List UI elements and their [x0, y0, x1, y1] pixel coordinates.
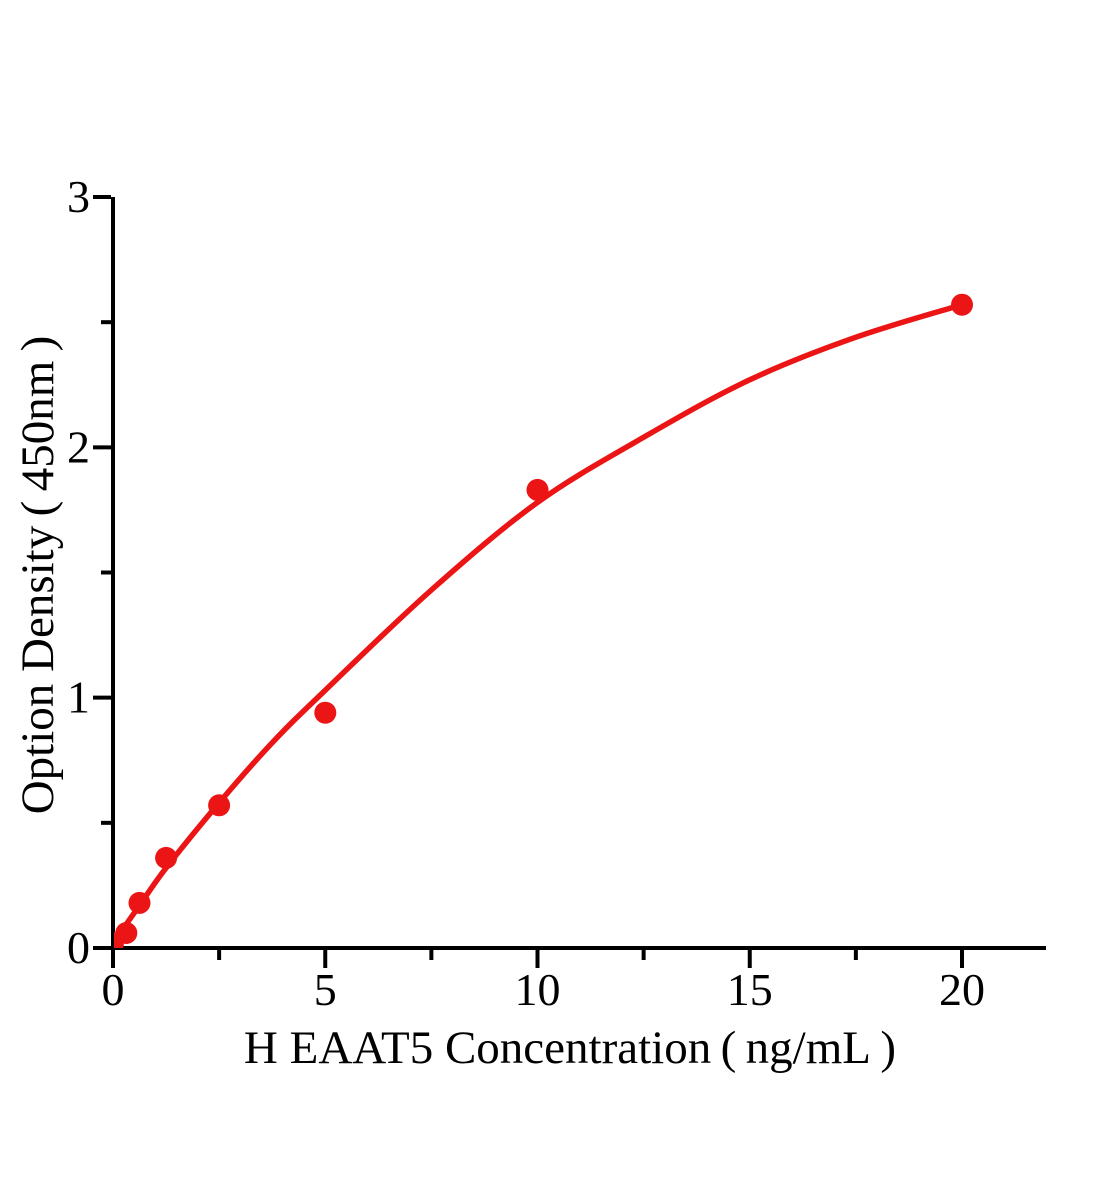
x-axis-ticks — [111, 950, 964, 968]
y-tick-label: 0 — [67, 922, 90, 973]
data-point — [526, 478, 549, 501]
data-point — [128, 891, 151, 914]
x-axis-tick-labels: 0 5 10 15 20 — [102, 964, 986, 1015]
data-points — [114, 293, 973, 948]
y-axis-title: Option Density ( 450nm ) — [12, 336, 64, 815]
x-tick-label: 20 — [939, 964, 985, 1015]
y-tick-label: 3 — [67, 171, 90, 222]
y-axis-ticks — [93, 195, 111, 950]
fitted-curve-path — [114, 301, 965, 946]
y-tick-label: 1 — [67, 672, 90, 723]
x-tick-label: 10 — [515, 964, 561, 1015]
x-axis-title: H EAAT5 Concentration ( ng/mL ) — [244, 1022, 896, 1074]
data-point — [115, 922, 138, 944]
data-point — [208, 794, 231, 817]
data-point — [951, 293, 973, 316]
data-point — [314, 701, 337, 724]
x-tick-label: 5 — [314, 964, 337, 1015]
x-tick-label: 15 — [727, 964, 773, 1015]
axes: 0 5 10 15 20 0 1 2 3 — [67, 171, 1046, 1015]
x-tick-label: 0 — [102, 964, 125, 1015]
y-tick-label: 2 — [67, 421, 90, 472]
data-point — [155, 846, 178, 869]
data-series — [114, 293, 973, 948]
y-axis-tick-labels: 0 1 2 3 — [67, 171, 90, 973]
